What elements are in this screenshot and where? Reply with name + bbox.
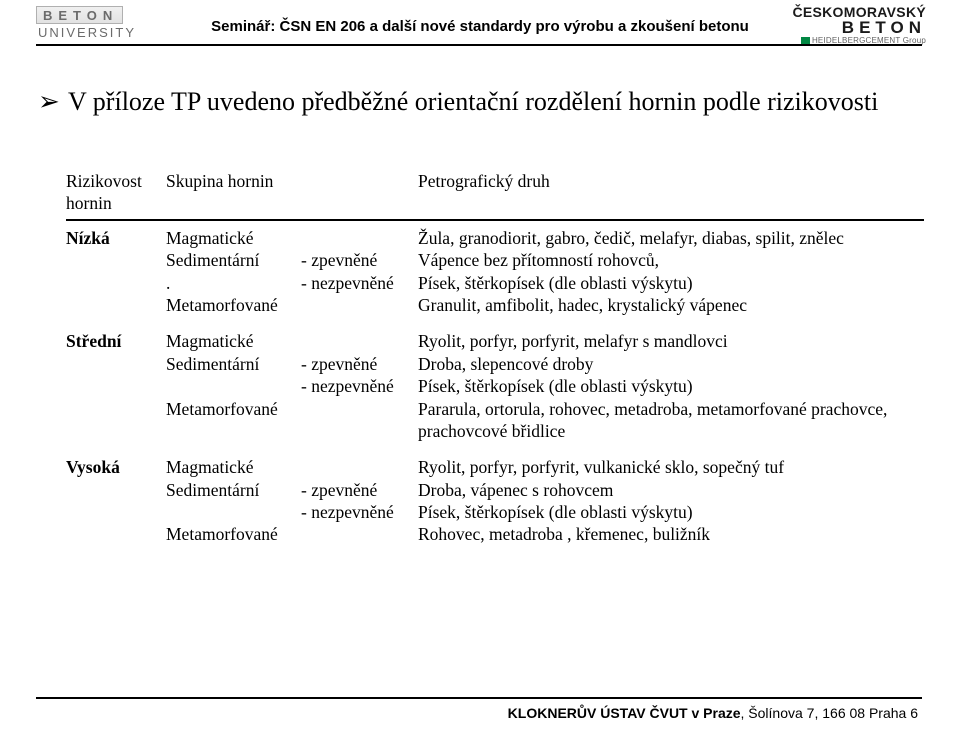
table-row: NízkáMagmatické Žula, granodiorit, gabro,… — [66, 227, 924, 249]
table-row: VysokáMagmatické Ryolit, porfyr, porfyrit… — [66, 456, 924, 478]
cell-subtype: - zpevněné — [301, 353, 418, 375]
cell-risk: Střední — [66, 330, 166, 352]
risk-table: Rizikovost hornin Skupina hornin Petrogr… — [66, 170, 924, 560]
cell-petrography: Písek, štěrkopísek (dle oblasti výskytu) — [418, 375, 924, 397]
cell-risk: Nízká — [66, 227, 166, 249]
cell-subtype: - nezpevněné — [301, 375, 418, 397]
table-row: Metamorfované Pararula, ortorula, rohovec… — [66, 398, 924, 443]
table-header-rule — [66, 219, 924, 221]
cell-petrography: Písek, štěrkopísek (dle oblasti výskytu) — [418, 501, 924, 523]
table-row: .- nezpevněnéPísek, štěrkopísek (dle obl… — [66, 272, 924, 294]
bullet-text: V příloze TP uvedeno předběžné orientačn… — [68, 86, 918, 119]
cell-group: Sedimentární — [166, 249, 301, 271]
cell-group: Sedimentární — [166, 479, 301, 501]
table-row: Metamorfované Rohovec, metadroba , křemen… — [66, 523, 924, 545]
table-row: - nezpevněnéPísek, štěrkopísek (dle obla… — [66, 375, 924, 397]
cell-subtype: - zpevněné — [301, 249, 418, 271]
table-body: NízkáMagmatickéŽula, granodiorit, gabro,… — [66, 227, 924, 546]
bullet-block: ➢ V příloze TP uvedeno předběžné orienta… — [38, 86, 918, 119]
col-header-group: Skupina hornin — [166, 170, 301, 192]
col-header-risk-line1: Rizikovost — [66, 170, 166, 192]
table-row: - nezpevněnéPísek, štěrkopísek (dle obla… — [66, 501, 924, 523]
cell-petrography: Ryolit, porfyr, porfyrit, vulkanické skl… — [418, 456, 924, 478]
table-row: Metamorfované Granulit, amfibolit, hadec,… — [66, 294, 924, 316]
risk-group: StředníMagmatické Ryolit, porfyr, porfyri… — [66, 330, 924, 442]
cell-group: Magmatické — [166, 227, 301, 249]
cell-group: Metamorfované — [166, 294, 301, 316]
cell-petrography: Ryolit, porfyr, porfyrit, melafyr s mand… — [418, 330, 924, 352]
cell-group: Magmatické — [166, 330, 301, 352]
footer-bold: KLOKNERŮV ÚSTAV ČVUT v Praze — [508, 705, 741, 721]
footer-rule — [36, 697, 922, 699]
table-row: Sedimentární- zpevněnéVápence bez přítom… — [66, 249, 924, 271]
cell-petrography: Písek, štěrkopísek (dle oblasti výskytu) — [418, 272, 924, 294]
logo-ceskomoravsky-beton: ČESKOMORAVSKÝ BETON HEIDELBERGCEMENT Gro… — [792, 4, 926, 46]
cell-group: Magmatické — [166, 456, 301, 478]
cell-petrography: Vápence bez přítomností rohovců, — [418, 249, 924, 271]
cell-petrography: Droba, vápenec s rohovcem — [418, 479, 924, 501]
cell-risk: Vysoká — [66, 456, 166, 478]
cell-group: Metamorfované — [166, 398, 301, 420]
logo-right-mid: BETON — [792, 20, 926, 35]
cell-petrography: Pararula, ortorula, rohovec, metadroba, … — [418, 398, 924, 443]
footer-text: KLOKNERŮV ÚSTAV ČVUT v Praze, Šolínova 7… — [508, 705, 918, 721]
cell-subtype: - nezpevněné — [301, 501, 418, 523]
col-header-risk: Rizikovost hornin — [66, 170, 166, 215]
cell-petrography: Rohovec, metadroba , křemenec, buližník — [418, 523, 924, 545]
risk-group: NízkáMagmatické Žula, granodiorit, gabro,… — [66, 227, 924, 317]
slide: BETON UNIVERSITY Seminář: ČSN EN 206 a d… — [0, 0, 960, 733]
cell-subtype: - zpevněné — [301, 479, 418, 501]
header: BETON UNIVERSITY Seminář: ČSN EN 206 a d… — [0, 0, 960, 54]
risk-group: VysokáMagmatické Ryolit, porfyr, porfyrit… — [66, 456, 924, 546]
cell-petrography: Granulit, amfibolit, hadec, krystalický … — [418, 294, 924, 316]
cell-petrography: Droba, slepencové droby — [418, 353, 924, 375]
table-row: StředníMagmatické Ryolit, porfyr, porfyri… — [66, 330, 924, 352]
footer-rest: , Šolínova 7, 166 08 Praha 6 — [741, 705, 918, 721]
triangle-bullet-icon: ➢ — [38, 86, 60, 119]
cell-petrography: Žula, granodiorit, gabro, čedič, melafyr… — [418, 227, 924, 249]
col-header-petrography: Petrografický druh — [418, 170, 924, 192]
col-header-risk-line2: hornin — [66, 192, 166, 214]
cell-group: . — [166, 272, 301, 294]
cell-subtype: - nezpevněné — [301, 272, 418, 294]
cell-group: Sedimentární — [166, 353, 301, 375]
header-underline — [36, 44, 922, 46]
cell-group: Metamorfované — [166, 523, 301, 545]
table-header-row: Rizikovost hornin Skupina hornin Petrogr… — [66, 170, 924, 215]
table-row: Sedimentární- zpevněnéDroba, slepencové … — [66, 353, 924, 375]
table-row: Sedimentární- zpevněnéDroba, vápenec s r… — [66, 479, 924, 501]
